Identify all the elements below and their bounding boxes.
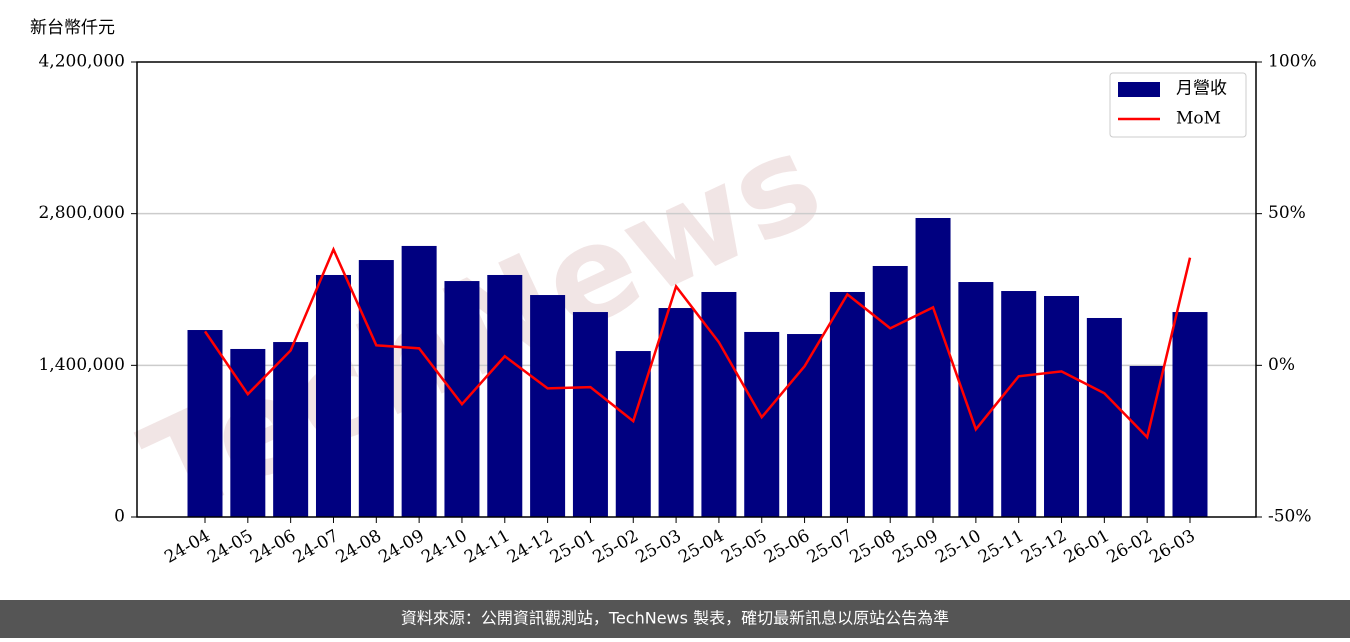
x-tick-label: 26-01 (1061, 526, 1113, 568)
x-tick-label: 25-05 (718, 526, 770, 568)
x-tick-label: 25-01 (547, 526, 599, 568)
y2-tick-label: 0% (1268, 355, 1295, 375)
x-tick-label: 24-07 (290, 526, 342, 568)
x-tick-label: 24-11 (461, 526, 513, 568)
x-tick-label: 25-10 (932, 526, 984, 568)
bar (487, 274, 523, 517)
x-tick-label: 24-09 (375, 526, 427, 568)
bar (1001, 291, 1037, 517)
y-tick-label: 1,400,000 (38, 355, 125, 375)
bar (701, 291, 737, 517)
x-tick-label: 25-07 (804, 526, 856, 568)
x-tick-label: 26-02 (1103, 526, 1155, 568)
bar (787, 334, 823, 517)
footer-band (0, 600, 1350, 638)
bar (273, 342, 309, 517)
bar (615, 351, 651, 517)
x-tick-label: 26-03 (1146, 526, 1198, 568)
x-tick-label: 25-04 (675, 526, 727, 568)
bar (401, 245, 437, 517)
x-tick-label: 24-10 (418, 526, 470, 568)
x-tick-label: 25-06 (761, 526, 813, 568)
x-tick-label: 24-06 (247, 526, 299, 568)
x-tick-label: 25-03 (632, 526, 684, 568)
x-tick-label: 24-12 (504, 526, 556, 568)
bar (744, 331, 780, 517)
bar (1044, 296, 1080, 517)
legend-label: 月營收 (1176, 79, 1227, 99)
bar (658, 308, 694, 517)
y-tick-label: 2,800,000 (38, 203, 125, 223)
x-tick-label: 24-08 (333, 526, 385, 568)
y-tick-label: 4,200,000 (38, 52, 125, 72)
y-axis-label: 新台幣仟元 (30, 18, 115, 38)
bar (358, 260, 394, 517)
x-tick-label: 25-08 (847, 526, 899, 568)
y-tick-label: 0 (114, 507, 125, 527)
bar (872, 265, 908, 517)
bar (187, 330, 223, 517)
y2-tick-label: -50% (1268, 507, 1312, 527)
bar (915, 218, 951, 517)
bar (315, 274, 351, 517)
y2-tick-label: 100% (1268, 52, 1317, 72)
legend-label: MoM (1176, 109, 1221, 129)
x-tick-label: 25-09 (889, 526, 941, 568)
bar (1086, 317, 1122, 517)
footer: 資料來源：公開資訊觀測站，TechNews 製表，確切最新訊息以原站公告為準 (401, 609, 949, 628)
x-tick-label: 25-02 (590, 526, 642, 568)
bar (444, 281, 480, 517)
plot-frame (136, 61, 1257, 518)
y2-tick-label: 50% (1268, 203, 1306, 223)
x-tick-label: 25-11 (975, 526, 1027, 568)
x-tick-label: 25-12 (1018, 526, 1070, 568)
bar (829, 291, 865, 517)
bar (1172, 312, 1208, 517)
bar (530, 295, 566, 517)
legend-swatch (1118, 82, 1160, 97)
bar (572, 312, 608, 517)
bar (958, 282, 994, 517)
line (203, 246, 1192, 440)
